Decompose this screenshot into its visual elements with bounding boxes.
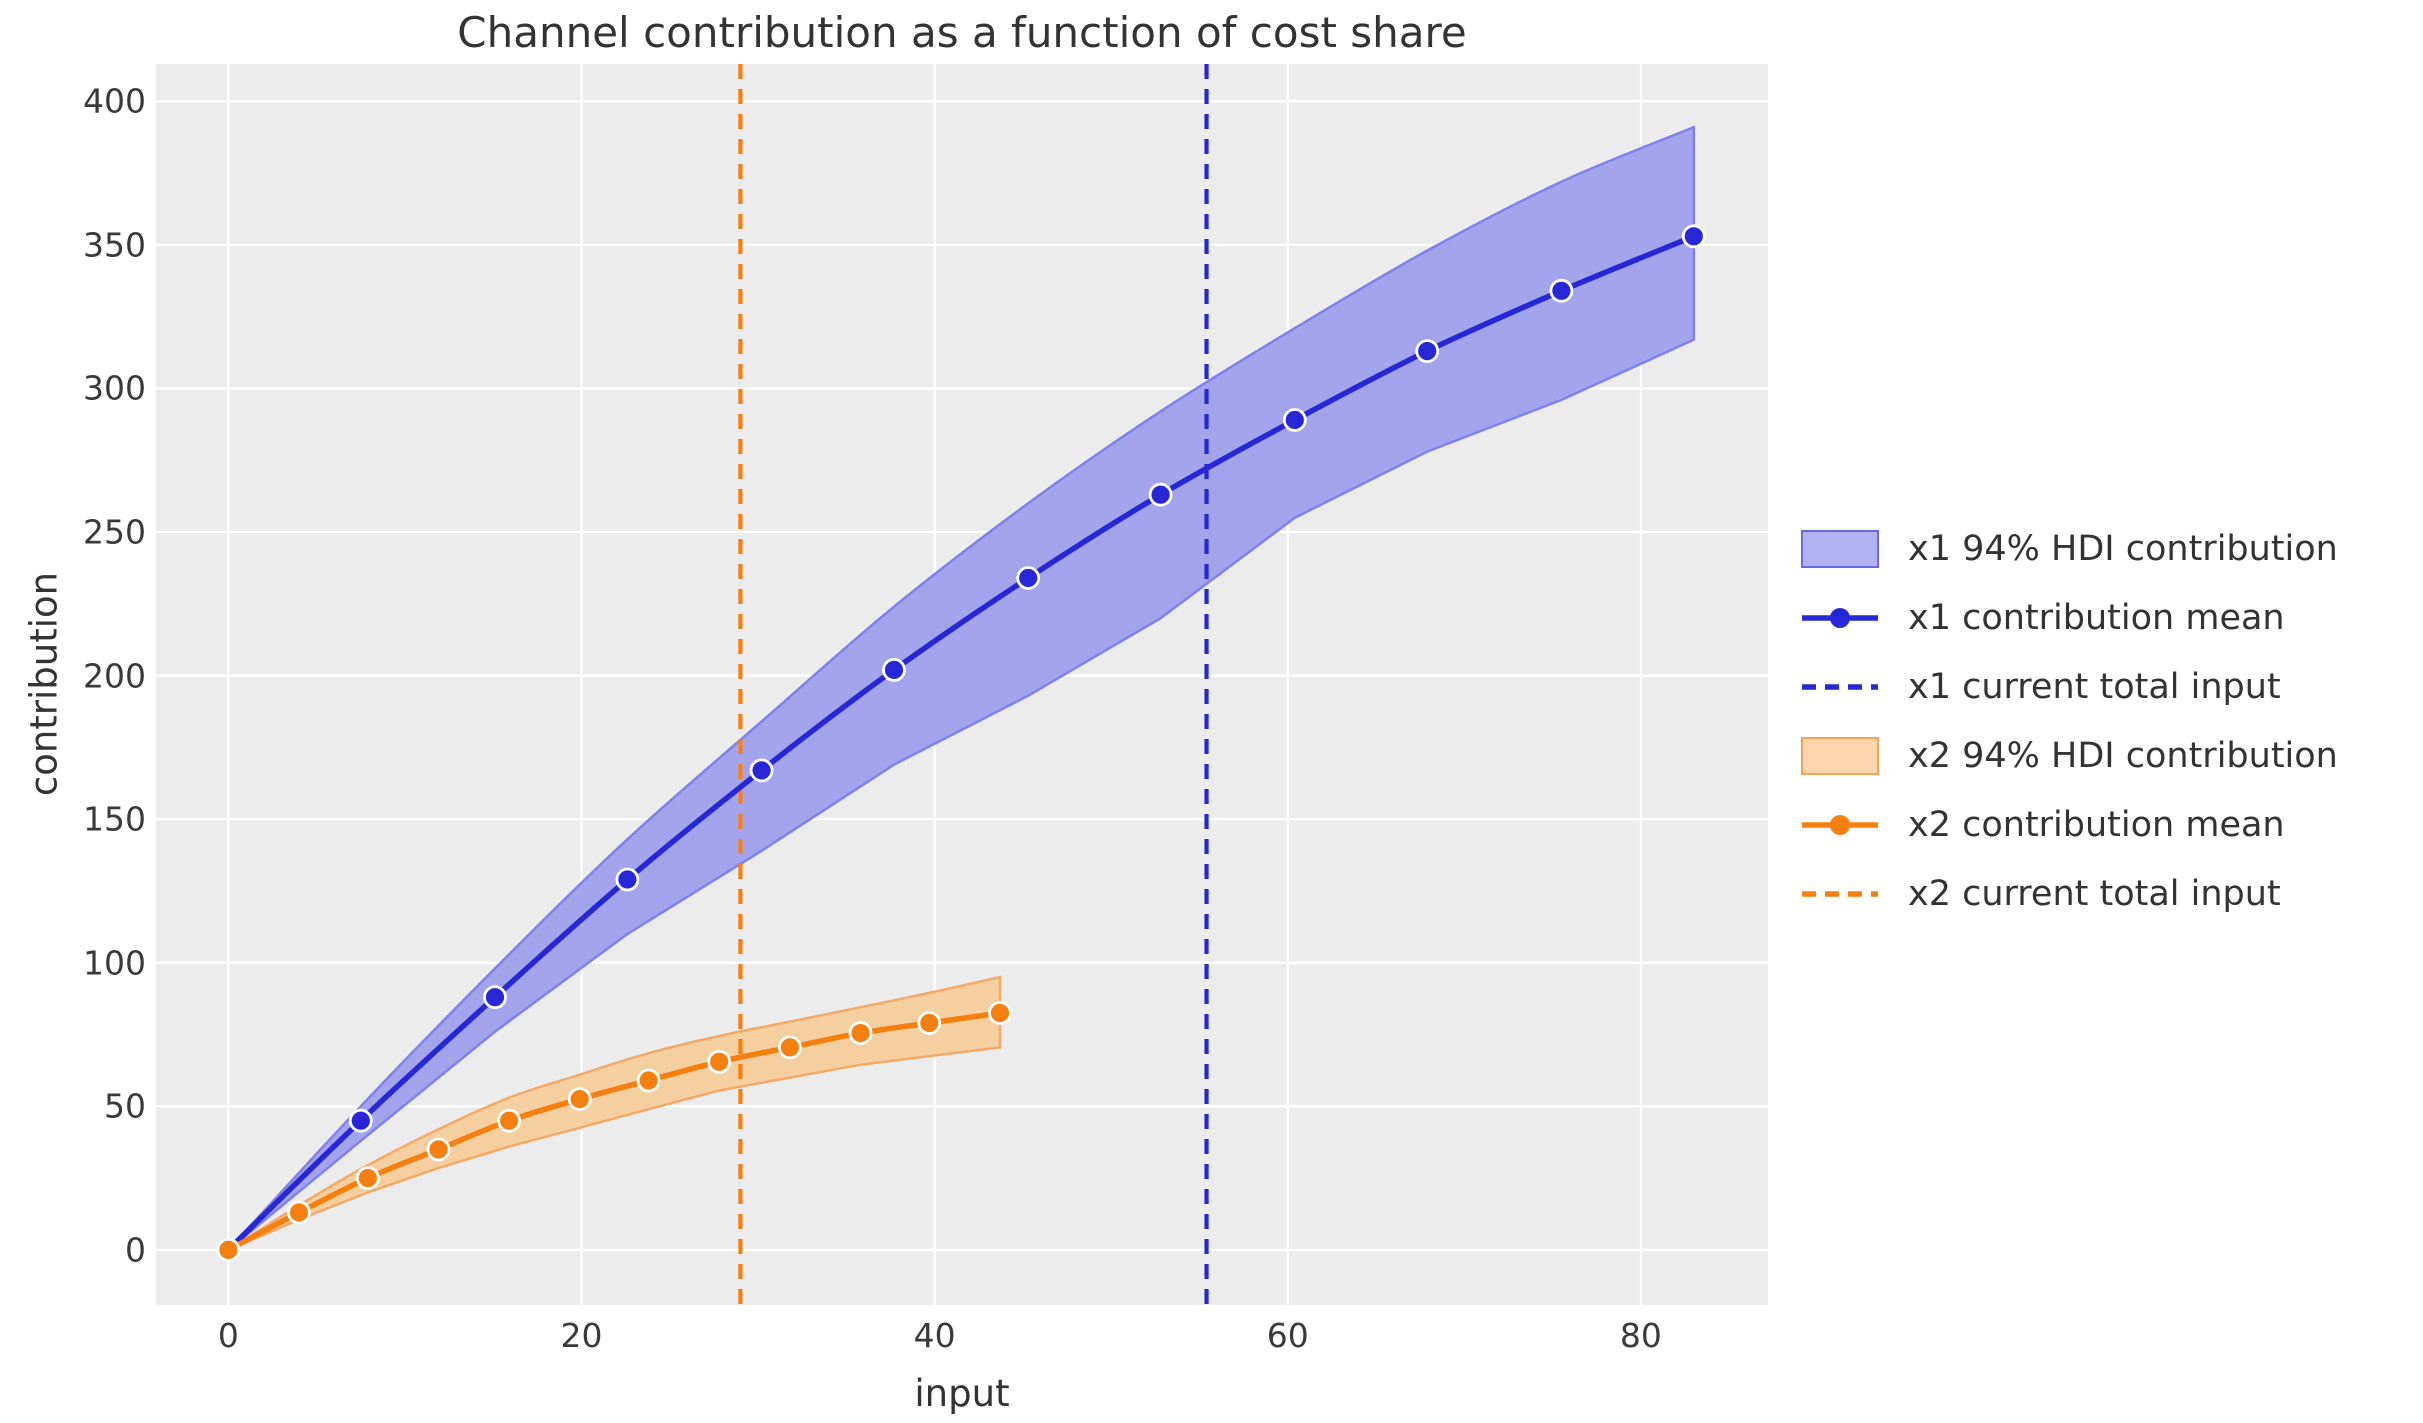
x2-mean-marker bbox=[778, 1035, 802, 1060]
x1-mean-marker bbox=[1415, 339, 1440, 364]
legend-item: x1 94% HDI contribution bbox=[1800, 514, 2338, 583]
y-tick-label: 300 bbox=[83, 368, 146, 408]
legend-label: x1 contribution mean bbox=[1908, 597, 2285, 638]
x1-mean-marker bbox=[615, 867, 640, 892]
x1-mean-marker bbox=[1016, 566, 1041, 590]
legend-label: x2 contribution mean bbox=[1908, 804, 2285, 845]
x-tick-label: 20 bbox=[560, 1316, 603, 1355]
x2-mean-marker bbox=[216, 1238, 241, 1262]
x1-hdi-band bbox=[226, 125, 1696, 1253]
legend-item: x1 contribution mean bbox=[1800, 583, 2338, 652]
x2-mean-marker bbox=[287, 1200, 311, 1225]
legend-item: x1 current total input bbox=[1800, 652, 2338, 721]
x2-mean-marker bbox=[567, 1087, 592, 1111]
x-tick-label: 0 bbox=[217, 1316, 239, 1355]
legend-swatch-patch-icon bbox=[1801, 529, 1879, 568]
legend-swatch-dashed-icon bbox=[1802, 683, 1878, 690]
x2-mean-marker bbox=[917, 1011, 942, 1035]
legend-swatch-patch-icon bbox=[1801, 736, 1879, 775]
y-tick-label: 100 bbox=[83, 943, 146, 983]
legend-label: x2 current total input bbox=[1908, 873, 2281, 914]
legend: x1 94% HDI contribution x1 contribution m… bbox=[1800, 514, 2338, 928]
x-tick-label: 40 bbox=[913, 1316, 956, 1355]
y-tick-label: 350 bbox=[83, 225, 146, 265]
x1-mean-marker bbox=[749, 758, 774, 783]
y-tick-label: 50 bbox=[104, 1086, 146, 1126]
x1-mean-marker bbox=[483, 985, 507, 1010]
x2-mean-marker bbox=[848, 1021, 873, 1045]
legend-label: x1 94% HDI contribution bbox=[1908, 528, 2338, 569]
y-tick-label: 400 bbox=[83, 81, 146, 121]
legend-label: x1 current total input bbox=[1908, 666, 2281, 707]
x2-mean-marker bbox=[355, 1166, 380, 1190]
x1-mean-marker bbox=[1549, 278, 1574, 303]
legend-label: x2 94% HDI contribution bbox=[1908, 735, 2338, 776]
x1-mean-marker bbox=[348, 1108, 373, 1133]
x1-mean-marker bbox=[1148, 482, 1173, 507]
y-tick-label: 0 bbox=[125, 1230, 146, 1270]
x1-mean-marker bbox=[1282, 408, 1307, 432]
y-tick-label: 200 bbox=[83, 656, 146, 696]
x1-mean-marker bbox=[882, 658, 906, 682]
x2-mean-marker bbox=[636, 1068, 661, 1093]
chart-title: Channel contribution as a function of co… bbox=[457, 8, 1467, 57]
x2-mean-marker bbox=[707, 1049, 732, 1074]
x2-mean-marker bbox=[988, 1001, 1012, 1025]
legend-item: x2 contribution mean bbox=[1800, 790, 2338, 859]
x2-mean-marker bbox=[497, 1108, 522, 1133]
x-tick-label: 60 bbox=[1266, 1316, 1309, 1355]
legend-item: x2 current total input bbox=[1800, 859, 2338, 928]
legend-swatch-dashed-icon bbox=[1802, 890, 1878, 897]
x2-mean-marker bbox=[426, 1137, 451, 1162]
legend-swatch-line_marker-icon bbox=[1802, 607, 1878, 628]
x-axis-label: input bbox=[914, 1372, 1010, 1415]
y-tick-label: 250 bbox=[83, 512, 146, 552]
x1-mean-marker bbox=[1681, 224, 1706, 249]
legend-swatch-line_marker-icon bbox=[1802, 814, 1878, 835]
legend-item: x2 94% HDI contribution bbox=[1800, 721, 2338, 790]
x-tick-label: 80 bbox=[1619, 1316, 1662, 1355]
y-tick-label: 150 bbox=[83, 799, 146, 839]
